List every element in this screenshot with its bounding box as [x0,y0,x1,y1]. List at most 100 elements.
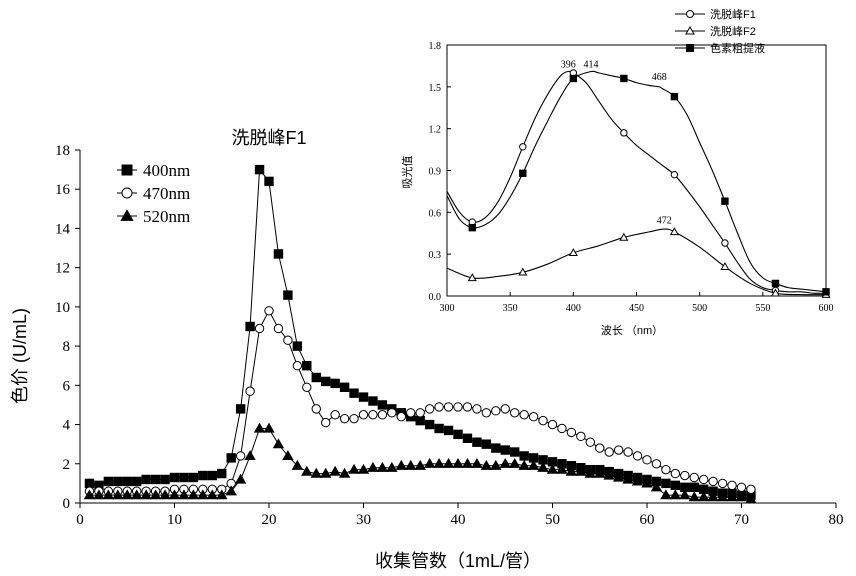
main-data-point [425,459,435,467]
main-data-point [264,424,274,432]
main-data-point [614,446,622,454]
inset-x-tick-label: 400 [566,303,581,314]
main-data-point [368,463,378,471]
main-data-point [444,426,452,434]
inset-data-point [621,130,627,136]
main-data-point [397,413,405,421]
main-data-point [690,483,698,491]
main-data-point [482,409,490,417]
main-data-point [161,475,169,483]
main-data-point [331,379,339,387]
inset-data-point [621,75,627,81]
main-data-point [340,383,348,391]
main-data-point [396,461,406,469]
inset-legend-label: 色素粗提液 [710,41,765,55]
main-data-point [633,452,641,460]
main-x-tick-label: 70 [734,512,749,528]
inset-annotation: 414 [584,59,599,70]
main-data-point [114,477,122,485]
inset-x-tick-label: 600 [819,303,834,314]
main-data-point [662,479,670,487]
main-data-point [709,477,717,485]
inset-x-tick-label: 450 [629,303,644,314]
main-data-point [208,471,216,479]
main-data-point [170,473,178,481]
main-data-point [274,439,284,447]
main-data-point [142,475,150,483]
main-x-tick-label: 30 [356,512,371,528]
main-data-point [340,414,348,422]
inset-data-point [772,280,778,286]
main-legend-label: 520nm [143,207,190,226]
inset-annotation: 472 [657,215,672,226]
main-data-point [227,454,235,462]
main-y-tick-label: 14 [55,221,71,237]
main-data-point [312,405,320,413]
main-data-point [312,373,320,381]
main-data-point [473,405,481,413]
inset-data-point [520,170,526,176]
inset-y-tick-label: 1.2 [429,125,442,136]
main-data-point [388,409,396,417]
main-data-point [180,473,188,481]
inset-chart: 3003504004505005506000.00.30.60.91.21.51… [400,5,836,338]
main-data-point [510,459,520,467]
main-data-point [284,336,292,344]
main-legend-marker [122,165,132,175]
inset-x-tick-label: 300 [440,303,455,314]
inset-legend-label: 洗脱峰F1 [710,7,756,21]
main-data-point [700,475,708,483]
inset-legend-marker [687,45,694,52]
main-data-point [236,452,244,460]
main-data-point [463,459,473,467]
inset-data-point [469,224,475,230]
inset-data-point [570,75,576,81]
main-data-point [454,403,462,411]
main-data-point [322,377,330,385]
main-data-point [378,411,386,419]
main-y-tick-label: 12 [55,261,70,277]
main-data-point [133,477,141,485]
main-data-point [596,444,604,452]
main-data-point [520,452,528,460]
main-data-point [558,424,566,432]
main-data-point [303,362,311,370]
main-data-point [529,413,537,421]
main-data-point [303,383,311,391]
main-data-point [690,473,698,481]
main-data-point [274,324,282,332]
inset-y-tick-label: 0.0 [429,292,442,303]
main-data-point [189,473,197,481]
main-x-tick-label: 0 [76,512,84,528]
main-y-tick-label: 0 [63,496,71,512]
main-x-tick-label: 60 [640,512,655,528]
main-data-point [416,409,424,417]
inset-legend-marker [687,11,694,18]
main-data-point [435,424,443,432]
main-data-point [236,475,246,483]
main-data-point [492,407,500,415]
figure: 01020304050607080024681012141618 400nm47… [0,0,856,576]
main-data-point [246,387,254,395]
inset-y-tick-label: 0.6 [429,208,442,219]
main-data-point [349,465,359,473]
inset-legend: 洗脱峰F1洗脱峰F2色素粗提液 [675,7,765,55]
main-y-tick-label: 6 [63,378,71,394]
inset-y-tick-label: 0.3 [429,250,442,261]
main-data-point [425,405,433,413]
main-data-point [463,434,471,442]
inset-data-point [520,144,526,150]
main-x-tick-label: 10 [167,512,182,528]
main-data-point [548,420,556,428]
main-y-tick-label: 2 [63,457,71,473]
main-data-point [643,456,651,464]
main-data-point [218,469,226,477]
main-data-point [255,424,265,432]
inset-x-tick-label: 500 [692,303,707,314]
main-data-point [500,459,510,467]
main-data-point [199,471,207,479]
main-x-tick-label: 20 [262,512,277,528]
main-data-point [435,403,443,411]
main-data-point [236,405,244,413]
main-data-point [246,322,254,330]
